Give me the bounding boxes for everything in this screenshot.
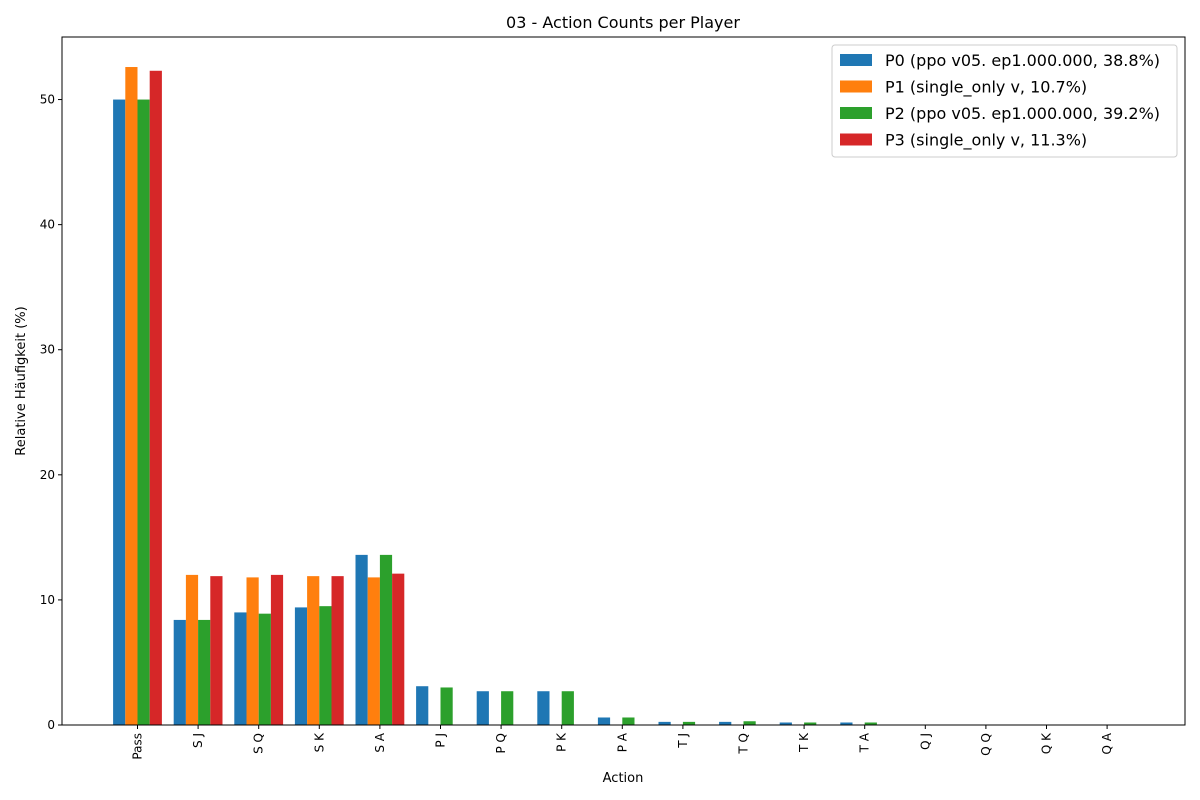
legend-swatch-2 (840, 107, 872, 119)
legend-swatch-0 (840, 54, 872, 66)
x-tick-label-12: T A (858, 732, 872, 753)
x-axis-label: Action (603, 771, 644, 786)
legend-swatch-3 (840, 133, 872, 146)
bar-1-3 (307, 576, 320, 725)
y-tick-label-0: 0 (47, 718, 55, 732)
bar-3-4 (392, 573, 405, 725)
x-tick-label-15: Q K (1040, 732, 1054, 754)
bar-2-11 (804, 722, 817, 725)
legend-label-0: P0 (ppo v05. ep1.000.000, 38.8%) (885, 51, 1160, 70)
bar-2-2 (258, 613, 271, 725)
plot-frame (61, 36, 1186, 726)
x-tick-label-14: Q Q (979, 733, 993, 756)
y-axis-label: Relative Häufigkeit (%) (14, 306, 29, 455)
legend: P0 (ppo v05. ep1.000.000, 38.8%) P1 (sing… (831, 44, 1178, 158)
legend-label-2: P2 (ppo v05. ep1.000.000, 39.2%) (885, 104, 1160, 123)
bar-1-0 (125, 67, 138, 725)
x-tick-label-6: P Q (494, 733, 508, 754)
bar-2-3 (319, 606, 332, 725)
bar-3-2 (270, 574, 284, 725)
bar-0-11 (779, 722, 792, 725)
x-tick-label-9: T J (676, 733, 690, 749)
x-tick-label-1: S J (191, 733, 205, 748)
y-tick-label-4: 40 (40, 218, 55, 232)
bar-0-4 (355, 554, 368, 725)
x-tick-label-4: S A (373, 732, 387, 752)
x-tick-label-0: Pass (131, 733, 145, 760)
y-axis: 0 10 20 30 40 50 (40, 93, 62, 732)
bar-group (113, 67, 877, 726)
bar-3-0 (149, 70, 162, 725)
bar-0-2 (234, 612, 247, 725)
bar-2-12 (864, 722, 877, 725)
legend-label-3: P3 (single_only v, 11.3%) (885, 131, 1087, 151)
x-tick-label-8: P A (615, 732, 629, 752)
x-tick-label-2: S Q (252, 733, 266, 754)
x-tick-label-11: T K (797, 732, 811, 753)
chart-title: 03 - Action Counts per Player (506, 13, 740, 32)
bar-0-5 (416, 686, 429, 725)
bar-3-3 (331, 576, 344, 725)
x-tick-label-10: T Q (737, 733, 751, 755)
y-tick-label-1: 10 (40, 593, 55, 607)
bar-2-7 (561, 691, 574, 725)
bar-1-4 (367, 577, 380, 725)
legend-box (831, 44, 1178, 158)
bar-2-8 (622, 717, 635, 725)
y-tick-label-3: 30 (40, 343, 55, 357)
bar-2-5 (440, 687, 453, 725)
legend-swatch-1 (840, 80, 872, 93)
x-tick-label-7: P K (555, 732, 569, 752)
bar-2-10 (743, 721, 756, 725)
bar-2-4 (379, 554, 393, 725)
x-tick-label-5: P J (434, 733, 448, 748)
bar-2-9 (682, 721, 696, 725)
y-tick-label-2: 20 (40, 468, 55, 482)
bar-0-10 (719, 721, 732, 725)
bar-2-0 (137, 99, 150, 726)
x-tick-label-3: S K (312, 732, 326, 752)
bar-2-6 (501, 691, 514, 725)
bar-0-1 (173, 619, 186, 725)
bar-0-3 (294, 607, 308, 725)
bar-0-7 (537, 691, 550, 725)
bar-2-1 (198, 619, 211, 725)
bar-0-6 (476, 691, 489, 725)
bar-3-1 (210, 576, 223, 725)
bar-0-9 (658, 721, 671, 725)
bar-1-1 (185, 574, 199, 725)
x-tick-label-16: Q A (1100, 732, 1114, 754)
x-axis: Pass S J S Q S K S A P J P Q P K P A T J T Q T K T A… (131, 725, 1114, 760)
bar-0-0 (113, 99, 126, 726)
bar-0-12 (840, 722, 853, 725)
legend-label-1: P1 (single_only v, 10.7%) (885, 78, 1087, 98)
bar-1-2 (246, 577, 259, 725)
bar-0-8 (597, 717, 611, 725)
x-tick-label-13: Q J (918, 733, 932, 750)
y-tick-label-5: 50 (40, 93, 55, 107)
